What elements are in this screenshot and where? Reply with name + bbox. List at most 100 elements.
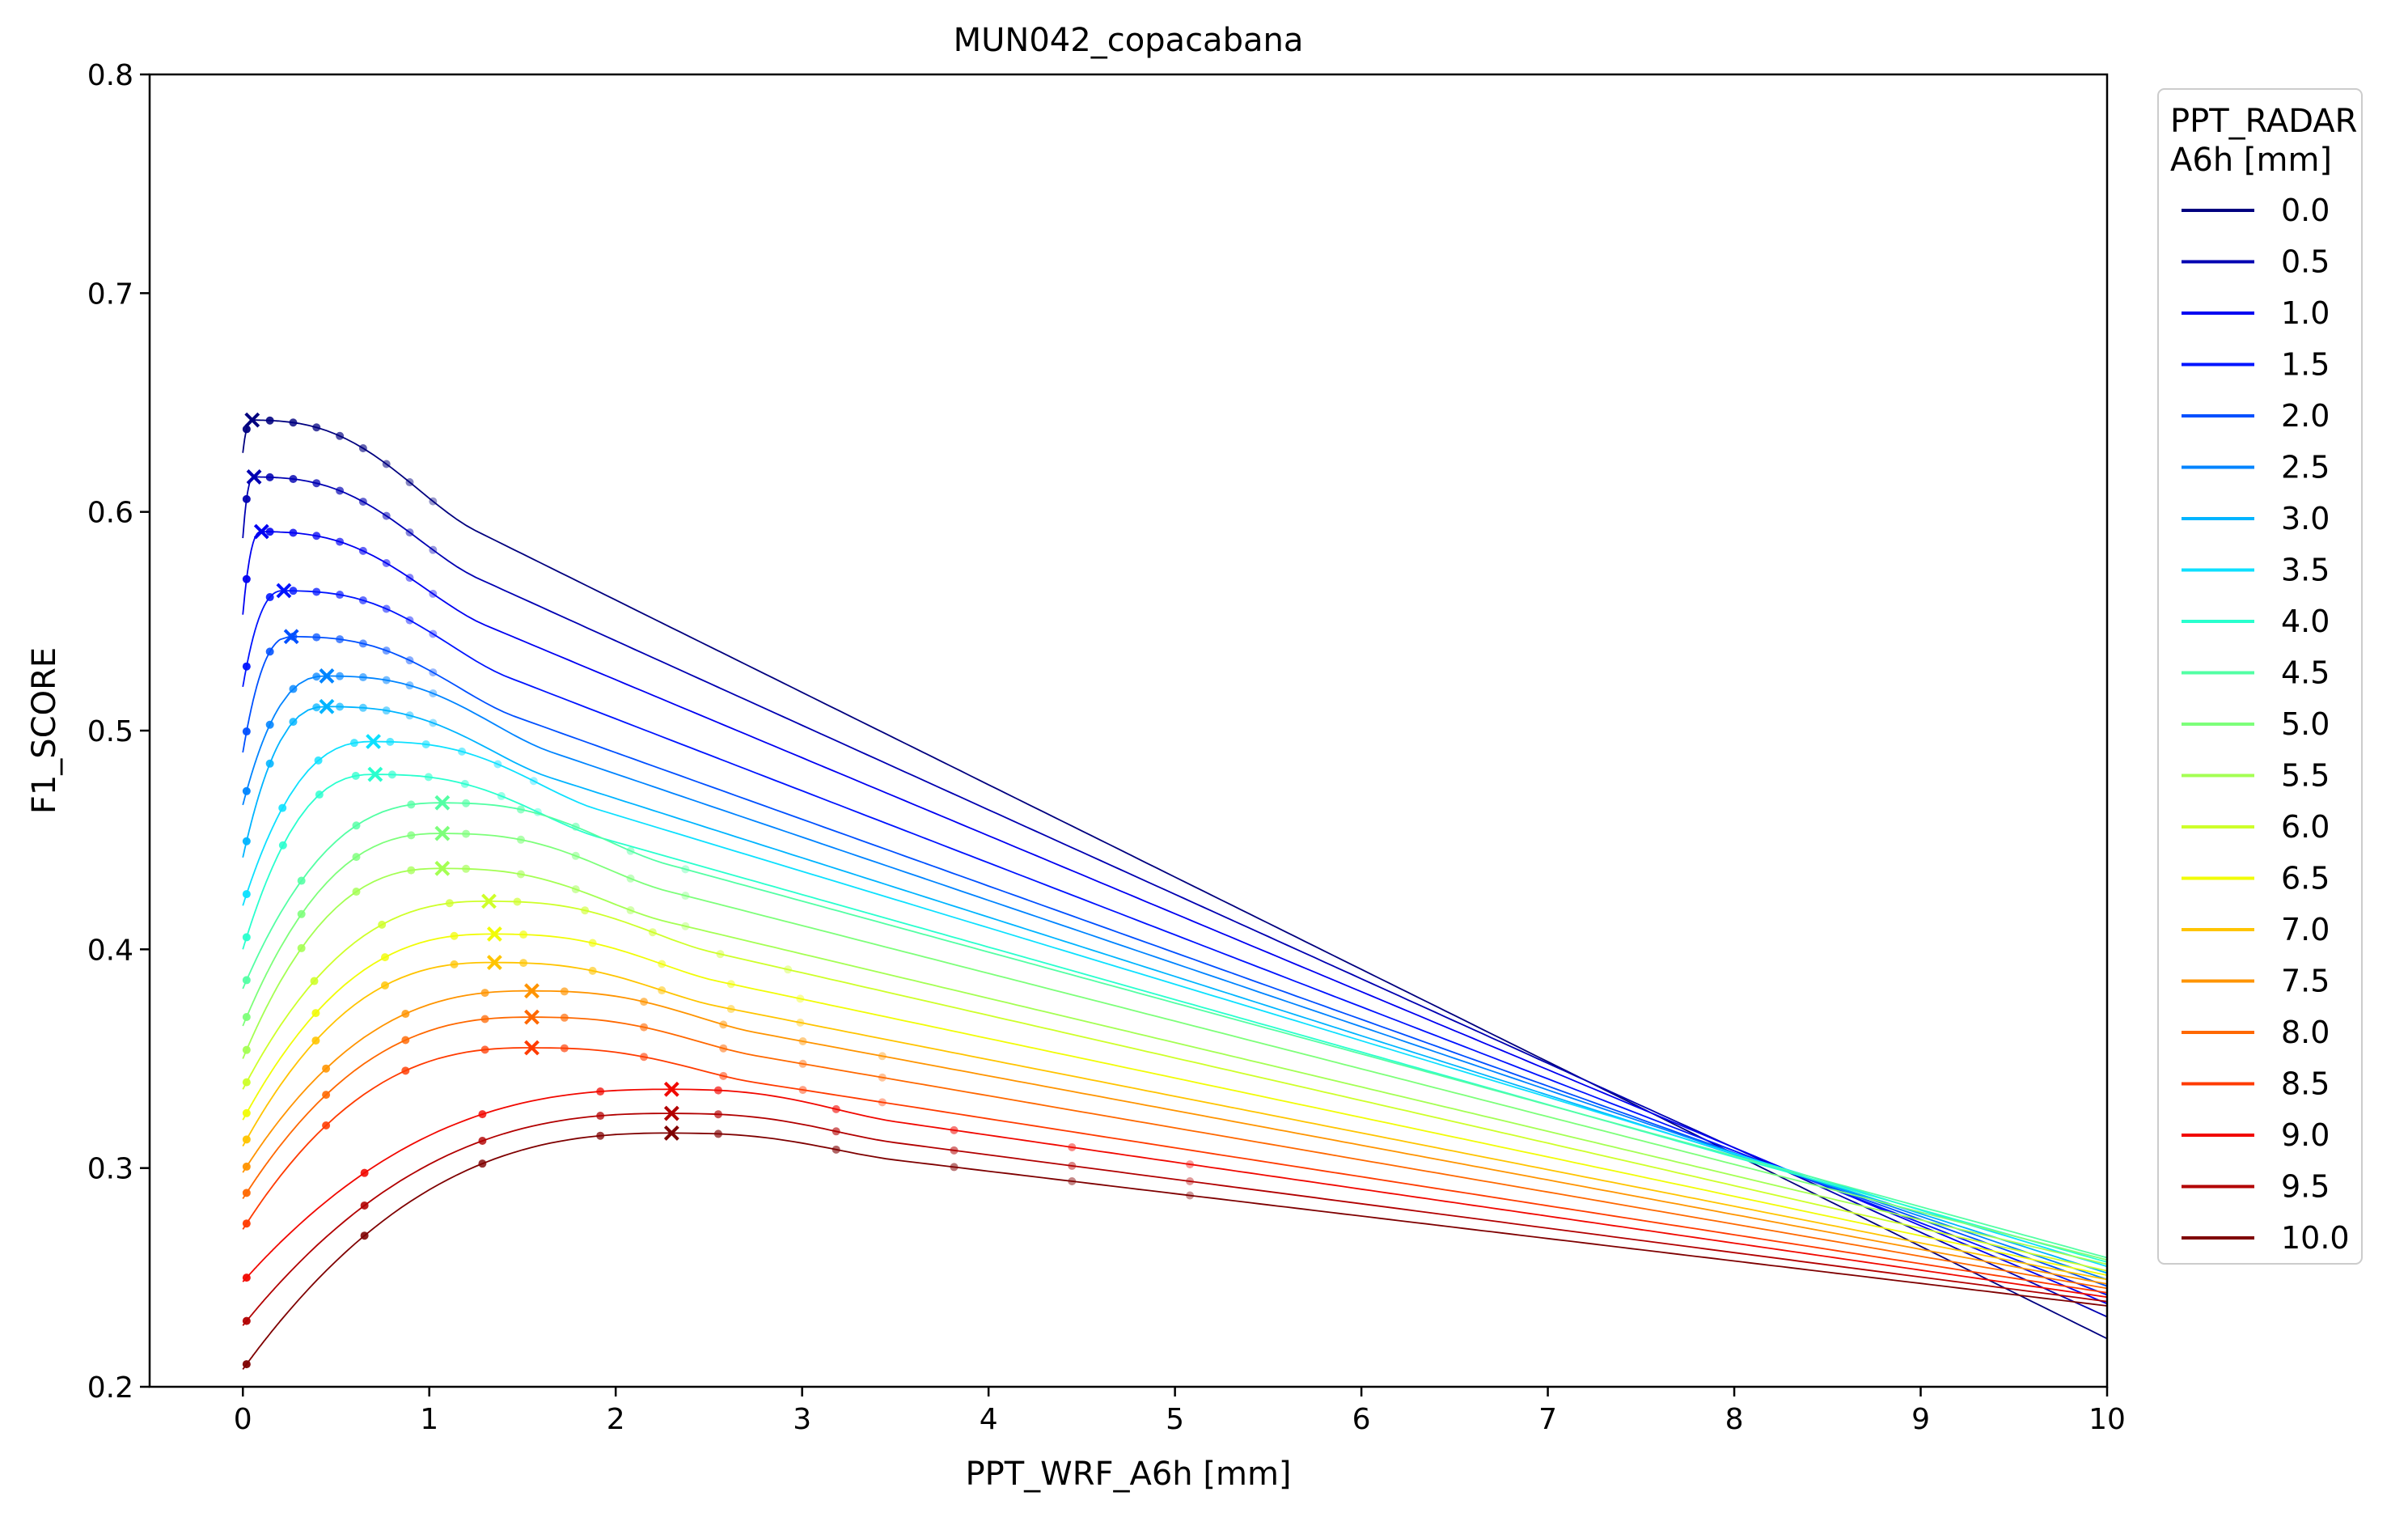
series-line (242, 802, 2108, 1259)
peak-marker (253, 523, 269, 540)
data-point (719, 1020, 728, 1029)
legend-label: 1.0 (2281, 295, 2330, 331)
data-point (950, 1163, 959, 1172)
data-point (450, 931, 459, 940)
data-point (796, 994, 805, 1003)
data-point (596, 1131, 605, 1140)
data-point (560, 987, 569, 996)
data-point (429, 668, 438, 677)
peak-marker (319, 668, 335, 684)
peak-marker (283, 629, 299, 645)
data-point (289, 474, 298, 483)
peak-marker (486, 926, 502, 942)
series-5.0 (242, 825, 2108, 1261)
data-point (405, 574, 414, 583)
data-point (719, 1044, 728, 1053)
data-point (242, 727, 251, 736)
data-point (516, 835, 525, 844)
data-point (312, 672, 321, 681)
data-point (405, 528, 414, 537)
data-point (289, 528, 298, 537)
data-point (242, 1135, 251, 1144)
data-point (588, 939, 597, 947)
data-point (460, 779, 469, 788)
data-point (382, 460, 391, 468)
data-point (289, 718, 298, 727)
series-line (242, 531, 2108, 1305)
chart-title: MUN042_copacabana (954, 22, 1304, 59)
data-point (312, 423, 321, 432)
series-line (242, 419, 2108, 1340)
x-tick-label: 7 (1538, 1403, 1557, 1436)
legend-item: 4.0 (2182, 604, 2330, 639)
legend-item: 7.5 (2182, 964, 2330, 999)
data-point (480, 989, 489, 998)
data-point (382, 558, 391, 567)
data-point (405, 681, 414, 690)
series-8.0 (242, 1009, 2108, 1290)
data-point (1068, 1176, 1077, 1185)
data-point (312, 587, 321, 596)
data-point (312, 479, 321, 488)
data-point (626, 906, 635, 915)
data-point (382, 676, 391, 684)
data-point (407, 866, 416, 875)
data-point (424, 773, 433, 782)
legend-item: 1.5 (2182, 347, 2330, 383)
peak-marker (434, 860, 451, 876)
legend-label: 3.5 (2281, 553, 2330, 588)
data-point (358, 595, 367, 604)
legend-item: 0.5 (2182, 244, 2330, 280)
data-point (315, 790, 324, 799)
data-point (462, 799, 471, 807)
data-point (516, 870, 525, 879)
data-point (242, 425, 251, 434)
data-point (297, 943, 306, 952)
data-point (462, 864, 471, 873)
data-point (358, 444, 367, 453)
data-point (450, 960, 459, 968)
y-tick-label: 0.8 (87, 59, 133, 92)
data-point (352, 888, 361, 896)
data-point (726, 980, 735, 989)
legend-title-line2: A6h [mm] (2170, 142, 2332, 179)
y-axis-label: F1_SCORE (26, 647, 63, 814)
data-point (242, 933, 251, 942)
data-point (386, 737, 395, 746)
data-point (322, 1121, 331, 1129)
data-point (493, 760, 502, 769)
series-0.5 (242, 468, 2108, 1318)
data-point (798, 1037, 807, 1046)
series-1.0 (242, 523, 2108, 1305)
legend-item: 5.0 (2182, 706, 2330, 742)
peak-marker (663, 1125, 679, 1141)
data-point (401, 1036, 410, 1045)
data-point (626, 846, 635, 855)
series-line (242, 901, 2108, 1272)
data-point (322, 1091, 331, 1100)
data-point (382, 646, 391, 655)
legend-item: 0.0 (2182, 193, 2330, 228)
legend-item: 8.0 (2182, 1015, 2330, 1050)
legend-label: 4.5 (2281, 655, 2330, 691)
data-point (242, 837, 251, 846)
data-point (519, 930, 528, 939)
data-point (405, 656, 414, 665)
legend-item: 2.0 (2182, 398, 2330, 434)
x-axis-label: PPT_WRF_A6h [mm] (965, 1456, 1291, 1493)
data-point (382, 706, 391, 715)
data-point (429, 497, 438, 506)
series-line (242, 740, 2108, 1268)
data-point (358, 703, 367, 712)
y-tick-label: 0.7 (87, 278, 133, 311)
data-point (571, 822, 580, 831)
series-line (242, 1016, 2108, 1290)
series-line (242, 933, 2108, 1276)
data-point (242, 1316, 251, 1325)
data-point (445, 899, 454, 908)
peak-marker (244, 412, 260, 428)
series-9.0 (242, 1081, 2108, 1299)
series-5.5 (242, 860, 2108, 1265)
data-point (387, 770, 396, 779)
data-point (405, 711, 414, 720)
